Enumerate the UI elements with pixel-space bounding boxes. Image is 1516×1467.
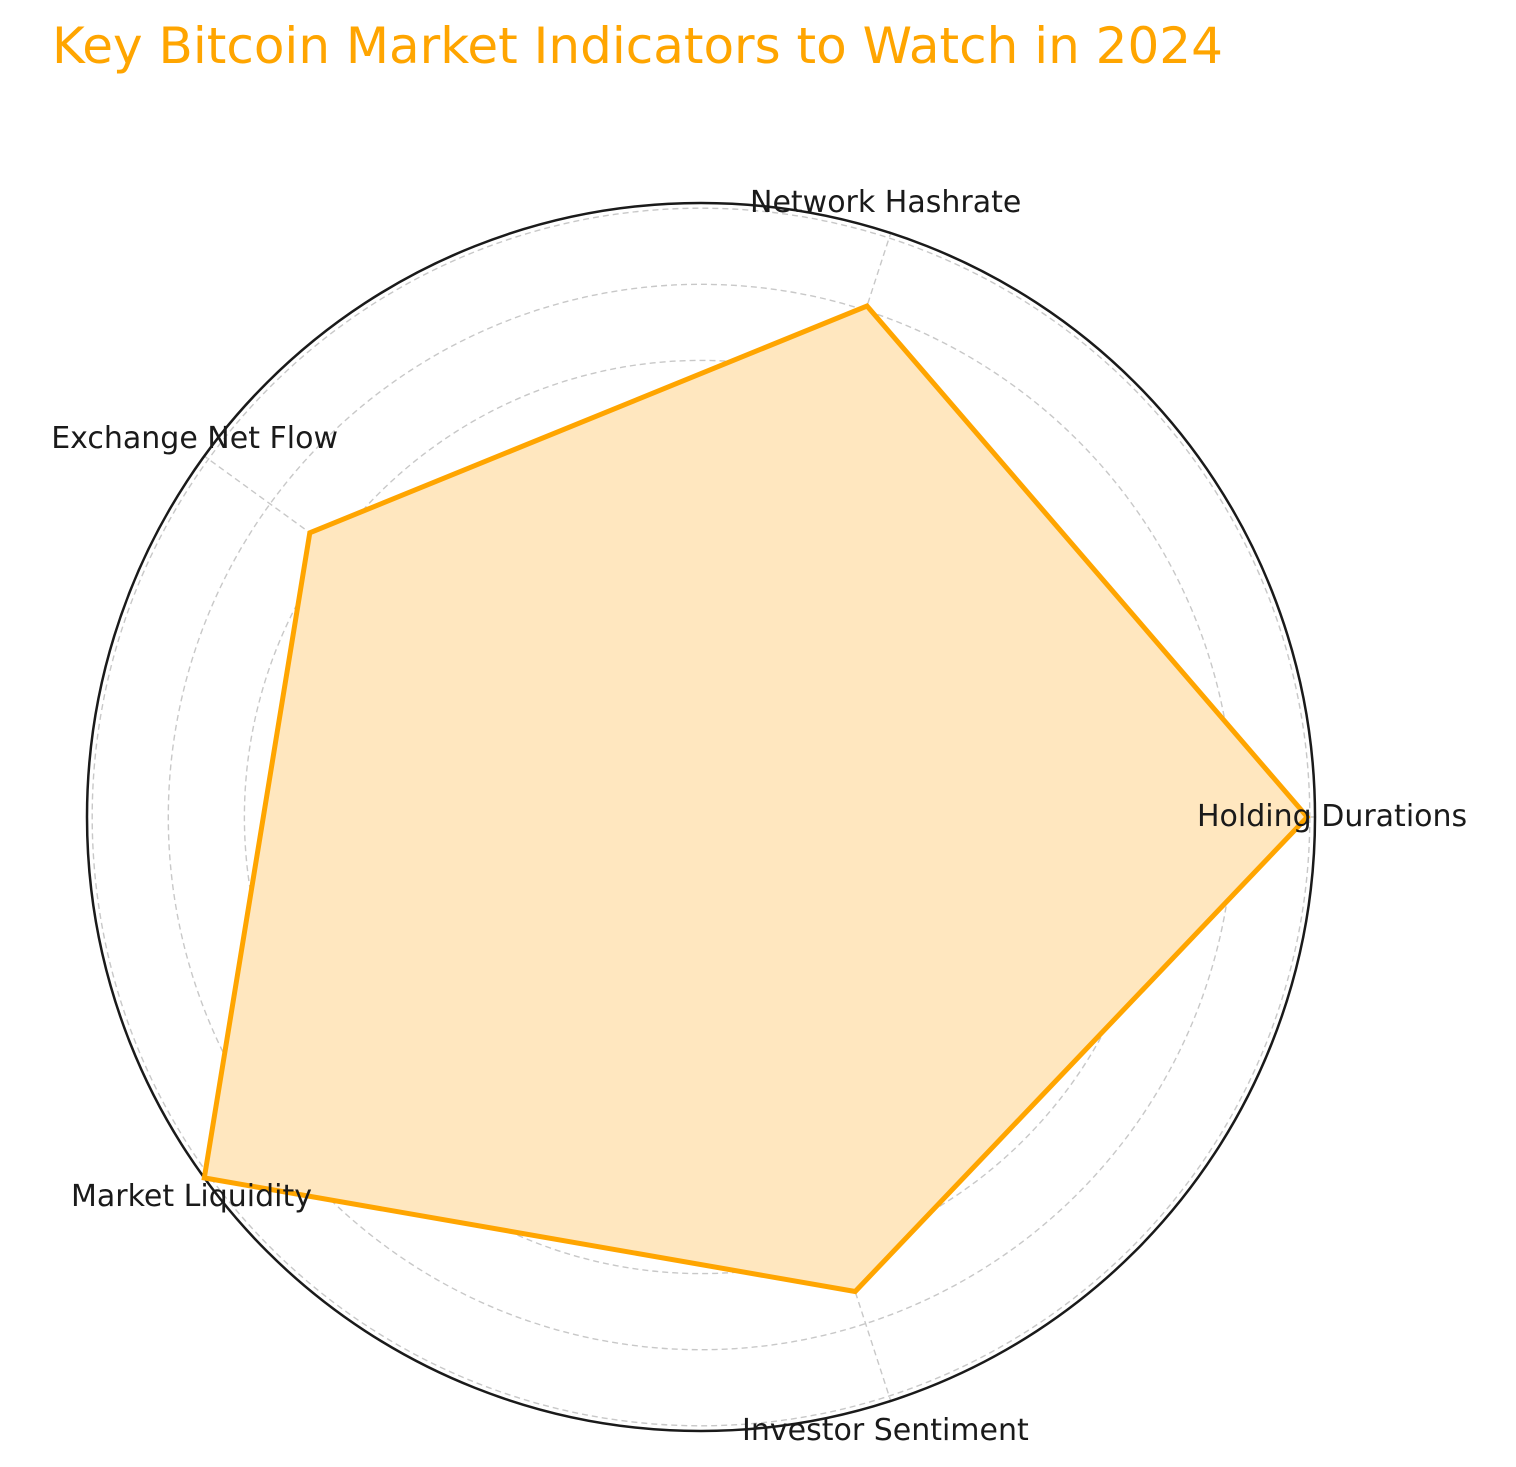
outer-ring xyxy=(85,201,1317,1433)
axis-label: Holding Durations xyxy=(1197,799,1467,834)
radar-series xyxy=(201,303,1311,1295)
axis-label: Network Hashrate xyxy=(750,185,1021,220)
series-fill xyxy=(204,306,1308,1292)
axis-label: Exchange Net Flow xyxy=(51,421,338,456)
series-line xyxy=(201,303,1311,1295)
axis-label: Investor Sentiment xyxy=(742,1413,1029,1448)
axis-labels: Holding Durations Network Hashrate Exchang… xyxy=(51,185,1467,1448)
chart-title: Key Bitcoin Market Indicators to Watch i… xyxy=(52,17,1223,75)
axis-label: Market Liquidity xyxy=(71,1179,312,1214)
